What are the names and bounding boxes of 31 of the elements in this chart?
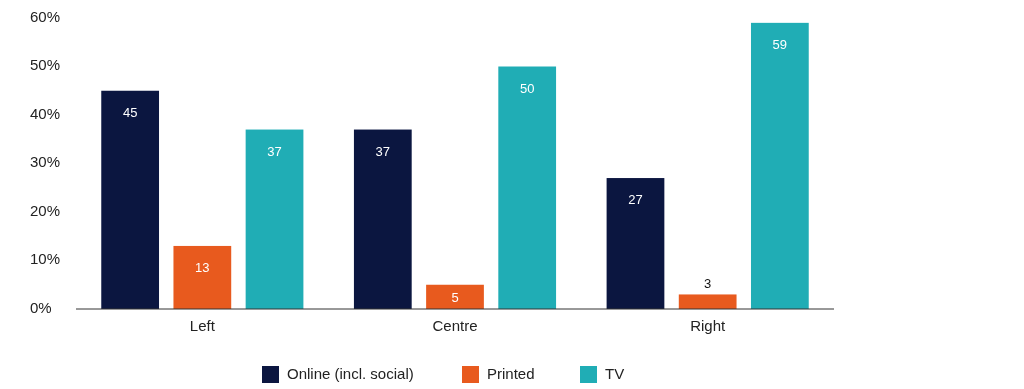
y-tick-label: 20% xyxy=(30,201,61,219)
data-label: 59 xyxy=(772,36,788,52)
bar xyxy=(101,90,160,309)
data-label: 37 xyxy=(267,143,282,159)
x-tick-label: Centre xyxy=(432,317,478,334)
y-tick-label: 60% xyxy=(30,7,61,25)
y-tick-label: 10% xyxy=(30,250,61,268)
bar xyxy=(426,284,484,309)
data-label: 37 xyxy=(375,143,391,159)
legend-label: TV xyxy=(605,364,625,382)
bar xyxy=(606,178,665,309)
data-label: 3 xyxy=(704,276,712,292)
data-label: 27 xyxy=(628,192,643,208)
y-tick-label: 30% xyxy=(30,153,61,171)
y-tick-label: 40% xyxy=(30,104,61,122)
bar xyxy=(245,129,304,309)
y-tick-label: 50% xyxy=(30,56,61,74)
legend-label: Online (incl. social) xyxy=(287,364,414,382)
x-tick-label: Right xyxy=(690,317,726,334)
data-label: 13 xyxy=(195,259,210,275)
legend-label: Printed xyxy=(487,364,535,382)
data-label: 50 xyxy=(519,80,535,96)
data-label: 5 xyxy=(451,289,459,305)
bar xyxy=(678,294,737,309)
y-tick-label: 0% xyxy=(30,298,52,316)
bar xyxy=(750,22,809,309)
data-label: 45 xyxy=(122,104,138,120)
bar xyxy=(353,129,412,309)
bar xyxy=(173,245,232,309)
x-tick-label: Left xyxy=(189,317,216,334)
bar xyxy=(498,66,557,309)
